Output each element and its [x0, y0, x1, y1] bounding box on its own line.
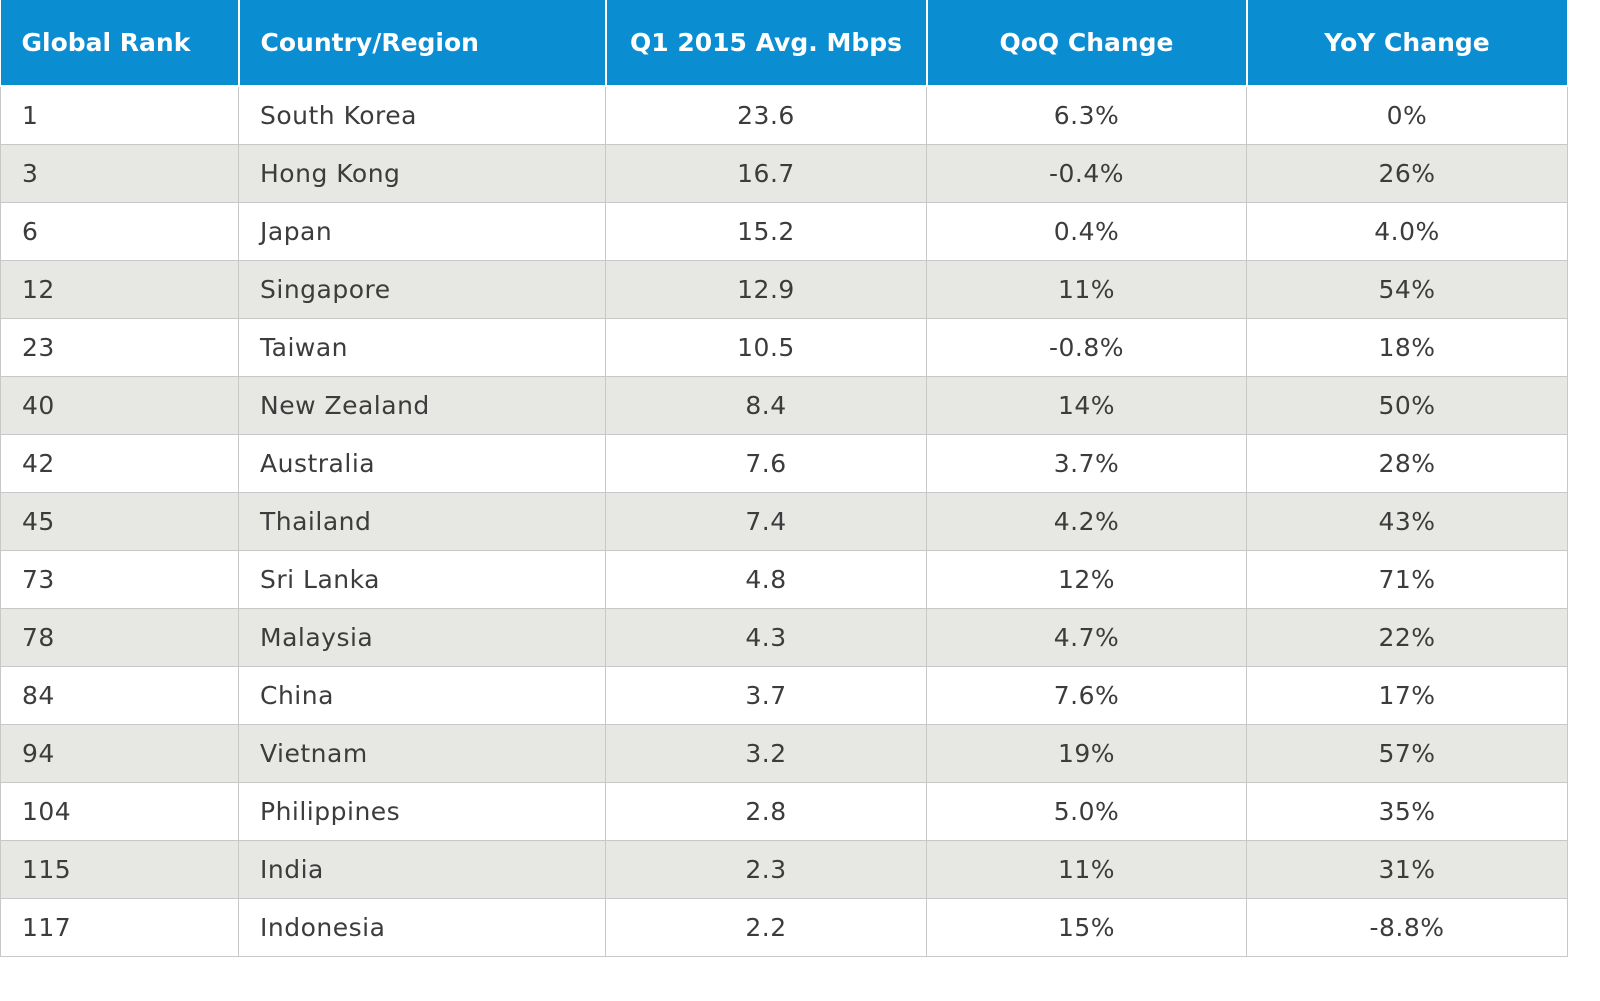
mbps-cell: 10.5: [605, 318, 927, 377]
rank-cell: 23: [0, 318, 239, 377]
mbps-cell: 4.3: [605, 608, 927, 667]
table-row: 115 India 2.3 11% 31%: [0, 840, 1568, 899]
mbps-cell: 16.7: [605, 144, 927, 203]
yoy-cell: 50%: [1246, 376, 1568, 435]
yoy-cell: 43%: [1246, 492, 1568, 551]
country-cell: Malaysia: [238, 608, 606, 667]
header-row: Global Rank Country/Region Q1 2015 Avg. …: [0, 0, 1569, 87]
table-row: 78 Malaysia 4.3 4.7% 22%: [0, 608, 1568, 667]
yoy-cell: 22%: [1246, 608, 1568, 667]
table-row: 23 Taiwan 10.5 -0.8% 18%: [0, 318, 1568, 377]
rank-cell: 3: [0, 144, 239, 203]
table-row: 45 Thailand 7.4 4.2% 43%: [0, 492, 1568, 551]
rank-cell: 12: [0, 260, 239, 319]
rank-cell: 84: [0, 666, 239, 725]
country-cell: Japan: [238, 202, 606, 261]
mbps-cell: 4.8: [605, 550, 927, 609]
table-row: 117 Indonesia 2.2 15% -8.8%: [0, 898, 1568, 957]
qoq-cell: 3.7%: [926, 434, 1247, 493]
qoq-cell: 4.2%: [926, 492, 1247, 551]
table-row: 3 Hong Kong 16.7 -0.4% 26%: [0, 144, 1568, 203]
rank-cell: 115: [0, 840, 239, 899]
yoy-cell: 54%: [1246, 260, 1568, 319]
mbps-cell: 2.3: [605, 840, 927, 899]
rank-cell: 117: [0, 898, 239, 957]
rank-cell: 73: [0, 550, 239, 609]
mbps-cell: 2.8: [605, 782, 927, 841]
rank-cell: 42: [0, 434, 239, 493]
rank-cell: 104: [0, 782, 239, 841]
header-global-rank: Global Rank: [0, 0, 240, 87]
table-row: 94 Vietnam 3.2 19% 57%: [0, 724, 1568, 783]
rank-cell: 40: [0, 376, 239, 435]
table-body: 1 South Korea 23.6 6.3% 0% 3 Hong Kong 16.7 -0.4…: [0, 85, 1568, 957]
mbps-cell: 23.6: [605, 85, 927, 145]
country-cell: Hong Kong: [238, 144, 606, 203]
rank-cell: 78: [0, 608, 239, 667]
table-row: 12 Singapore 12.9 11% 54%: [0, 260, 1568, 319]
qoq-cell: 7.6%: [926, 666, 1247, 725]
country-cell: Australia: [238, 434, 606, 493]
yoy-cell: 28%: [1246, 434, 1568, 493]
mbps-cell: 2.2: [605, 898, 927, 957]
rank-cell: 45: [0, 492, 239, 551]
country-cell: New Zealand: [238, 376, 606, 435]
qoq-cell: 14%: [926, 376, 1247, 435]
table-row: 40 New Zealand 8.4 14% 50%: [0, 376, 1568, 435]
country-cell: Philippines: [238, 782, 606, 841]
qoq-cell: 5.0%: [926, 782, 1247, 841]
mbps-cell: 7.4: [605, 492, 927, 551]
mbps-cell: 8.4: [605, 376, 927, 435]
table-row: 6 Japan 15.2 0.4% 4.0%: [0, 202, 1568, 261]
header-yoy-change: YoY Change: [1245, 0, 1569, 87]
rank-cell: 94: [0, 724, 239, 783]
country-cell: China: [238, 666, 606, 725]
qoq-cell: -0.8%: [926, 318, 1247, 377]
country-cell: Indonesia: [238, 898, 606, 957]
country-cell: South Korea: [238, 85, 606, 145]
qoq-cell: 0.4%: [926, 202, 1247, 261]
country-cell: Taiwan: [238, 318, 606, 377]
mbps-cell: 15.2: [605, 202, 927, 261]
qoq-cell: 4.7%: [926, 608, 1247, 667]
header-avg-mbps: Q1 2015 Avg. Mbps: [604, 0, 928, 87]
country-cell: Vietnam: [238, 724, 606, 783]
header-qoq-change: QoQ Change: [925, 0, 1248, 87]
country-cell: India: [238, 840, 606, 899]
yoy-cell: 4.0%: [1246, 202, 1568, 261]
speed-table: Global Rank Country/Region Q1 2015 Avg. …: [0, 0, 1569, 957]
table-row: 73 Sri Lanka 4.8 12% 71%: [0, 550, 1568, 609]
qoq-cell: 11%: [926, 260, 1247, 319]
qoq-cell: 15%: [926, 898, 1247, 957]
qoq-cell: 11%: [926, 840, 1247, 899]
qoq-cell: -0.4%: [926, 144, 1247, 203]
table-row: 1 South Korea 23.6 6.3% 0%: [0, 85, 1568, 145]
yoy-cell: 31%: [1246, 840, 1568, 899]
yoy-cell: 0%: [1246, 85, 1568, 145]
mbps-cell: 12.9: [605, 260, 927, 319]
country-cell: Thailand: [238, 492, 606, 551]
country-cell: Sri Lanka: [238, 550, 606, 609]
rank-cell: 6: [0, 202, 239, 261]
yoy-cell: 71%: [1246, 550, 1568, 609]
mbps-cell: 7.6: [605, 434, 927, 493]
country-cell: Singapore: [238, 260, 606, 319]
table-row: 84 China 3.7 7.6% 17%: [0, 666, 1568, 725]
yoy-cell: 35%: [1246, 782, 1568, 841]
qoq-cell: 12%: [926, 550, 1247, 609]
header-country-region: Country/Region: [237, 0, 607, 87]
qoq-cell: 6.3%: [926, 85, 1247, 145]
rank-cell: 1: [0, 85, 239, 145]
yoy-cell: 57%: [1246, 724, 1568, 783]
yoy-cell: 26%: [1246, 144, 1568, 203]
mbps-cell: 3.2: [605, 724, 927, 783]
table-row: 104 Philippines 2.8 5.0% 35%: [0, 782, 1568, 841]
qoq-cell: 19%: [926, 724, 1247, 783]
table-row: 42 Australia 7.6 3.7% 28%: [0, 434, 1568, 493]
mbps-cell: 3.7: [605, 666, 927, 725]
yoy-cell: 18%: [1246, 318, 1568, 377]
yoy-cell: -8.8%: [1246, 898, 1568, 957]
yoy-cell: 17%: [1246, 666, 1568, 725]
